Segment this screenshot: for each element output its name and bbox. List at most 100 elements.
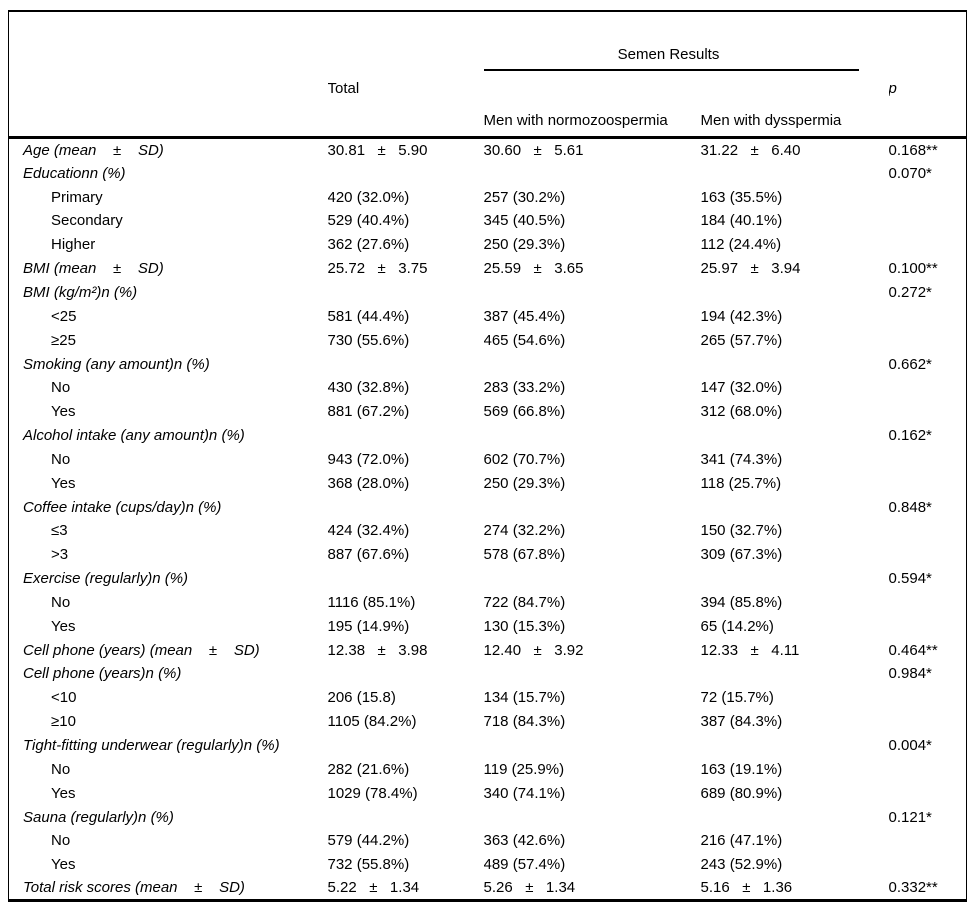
table-row: Coffee intake (cups/day)n (%) 0.848* xyxy=(9,495,967,519)
header-empty-cell xyxy=(888,105,967,139)
header-row-sub: Men with normozoospermia Men with dysspe… xyxy=(8,105,967,139)
dysspermia-cell xyxy=(701,495,889,519)
dysspermia-cell: 689 (80.9%) xyxy=(700,784,783,802)
table-row: Higher 362 (27.6%) 250 (29.3%) 112 (24.4… xyxy=(9,233,967,257)
col-header-p: p xyxy=(888,80,897,97)
total-cell: 943 (72.0%) xyxy=(327,450,410,468)
table-row: Yes 195 (14.9%) 130 (15.3%) 65 (14.2%) xyxy=(9,614,967,638)
p-value-cell xyxy=(889,591,967,615)
normozoospermia-cell xyxy=(484,734,701,758)
row-label-cell: ≥25 xyxy=(51,331,76,349)
total-cell: 1029 (78.4%) xyxy=(327,784,418,802)
col-header-semen-results: Semen Results xyxy=(483,11,889,105)
normozoospermia-cell: 283 (33.2%) xyxy=(483,379,566,397)
row-label-cell: Primary xyxy=(51,188,103,206)
dysspermia-cell xyxy=(701,161,889,185)
total-cell: 887 (67.6%) xyxy=(327,546,410,564)
total-cell xyxy=(328,662,484,686)
row-label-cell: <25 xyxy=(51,307,77,325)
dysspermia-cell xyxy=(701,352,889,376)
dysspermia-cell: 112 (24.4%) xyxy=(700,236,782,254)
total-cell: 581 (44.4%) xyxy=(327,307,410,325)
dysspermia-cell: 150 (32.7%) xyxy=(700,522,783,540)
row-label-cell: Yes xyxy=(51,403,76,421)
total-cell: 195 (14.9%) xyxy=(327,617,410,635)
table-row: ≥10 1105 (84.2%) 718 (84.3%) 387 (84.3%) xyxy=(9,710,967,734)
row-label-cell: >3 xyxy=(51,546,69,564)
col-header-normozoospermia: Men with normozoospermia xyxy=(483,105,701,139)
table-row: Tight-fitting underwear (regularly)n (%)… xyxy=(9,734,967,758)
dysspermia-cell: 243 (52.9%) xyxy=(700,856,783,874)
table-row: ≥25 730 (55.6%) 465 (54.6%) 265 (57.7%) xyxy=(9,328,967,352)
header-empty-cell xyxy=(9,11,328,105)
dysspermia-cell: 387 (84.3%) xyxy=(700,713,783,731)
total-cell: 732 (55.8%) xyxy=(327,856,410,874)
normozoospermia-cell: 134 (15.7%) xyxy=(483,689,566,707)
row-label-cell: No xyxy=(51,593,71,611)
total-cell: 30.81 ± 5.90 xyxy=(327,141,428,159)
normozoospermia-cell: 345 (40.5%) xyxy=(483,212,566,230)
total-cell: 579 (44.2%) xyxy=(327,832,410,850)
row-label-cell: ≤3 xyxy=(51,522,68,540)
total-cell: 430 (32.8%) xyxy=(327,379,410,397)
total-cell xyxy=(328,495,484,519)
table-row: No 282 (21.6%) 119 (25.9%) 163 (19.1%) xyxy=(9,757,967,781)
row-label-cell: Tight-fitting underwear (regularly)n (%) xyxy=(23,737,280,755)
row-label-cell: Exercise (regularly)n (%) xyxy=(23,570,189,588)
dysspermia-cell: 65 (14.2%) xyxy=(700,617,774,635)
table-row: Exercise (regularly)n (%) 0.594* xyxy=(9,567,967,591)
dysspermia-cell: 394 (85.8%) xyxy=(700,593,783,611)
total-cell: 424 (32.4%) xyxy=(327,522,410,540)
total-cell xyxy=(328,424,484,448)
table-row: Age (mean ± SD) 30.81 ± 5.90 30.60 ± 5.6… xyxy=(9,138,967,162)
table-row: Cell phone (years) (mean ± SD) 12.38 ± 3… xyxy=(9,638,967,662)
normozoospermia-cell: 130 (15.3%) xyxy=(483,617,566,635)
table-row: Yes 1029 (78.4%) 340 (74.1%) 689 (80.9%) xyxy=(9,781,967,805)
row-label-cell: Coffee intake (cups/day)n (%) xyxy=(23,498,222,516)
dysspermia-cell: 118 (25.7%) xyxy=(700,474,782,492)
normozoospermia-cell xyxy=(484,805,701,829)
row-label-cell: Total risk scores (mean ± SD) xyxy=(23,879,245,897)
normozoospermia-cell: 387 (45.4%) xyxy=(483,307,566,325)
table-row: Secondary 529 (40.4%) 345 (40.5%) 184 (4… xyxy=(9,209,967,233)
table-row: Alcohol intake (any amount)n (%) 0.162* xyxy=(9,424,967,448)
table-row: BMI (kg/m²)n (%) 0.272* xyxy=(9,281,967,305)
row-label-cell: Educationn (%) xyxy=(23,164,126,182)
table-row: <25 581 (44.4%) 387 (45.4%) 194 (42.3%) xyxy=(9,304,967,328)
p-value-cell: 0.464** xyxy=(888,641,938,659)
col-header-dysspermia: Men with dysspermia xyxy=(700,105,889,139)
normozoospermia-cell: 489 (57.4%) xyxy=(483,856,566,874)
normozoospermia-cell: 722 (84.7%) xyxy=(483,593,566,611)
normozoospermia-cell xyxy=(484,495,701,519)
dysspermia-cell xyxy=(701,281,889,305)
p-value-cell: 0.984* xyxy=(888,665,932,683)
row-label-cell: Cell phone (years) (mean ± SD) xyxy=(23,641,260,659)
total-cell: 206 (15.8) xyxy=(327,689,396,707)
dysspermia-cell xyxy=(701,567,889,591)
total-cell xyxy=(328,734,484,758)
normozoospermia-cell: 718 (84.3%) xyxy=(483,713,566,731)
p-value-cell: 0.070* xyxy=(888,164,932,182)
row-label-cell: No xyxy=(51,379,71,397)
dysspermia-cell: 309 (67.3%) xyxy=(700,546,783,564)
row-label-cell: Alcohol intake (any amount)n (%) xyxy=(23,427,245,445)
col-header-total: Total xyxy=(327,80,360,97)
dysspermia-cell: 312 (68.0%) xyxy=(700,403,783,421)
table-row: No 579 (44.2%) 363 (42.6%) 216 (47.1%) xyxy=(9,829,967,853)
p-value-cell xyxy=(889,447,967,471)
p-value-cell xyxy=(889,686,967,710)
total-cell: 420 (32.0%) xyxy=(327,188,410,206)
row-label-cell: Yes xyxy=(51,856,76,874)
p-value-cell xyxy=(889,304,967,328)
p-value-cell xyxy=(889,710,967,734)
table-row: <10 206 (15.8) 134 (15.7%) 72 (15.7%) xyxy=(9,686,967,710)
total-cell: 1105 (84.2%) xyxy=(327,713,417,731)
row-label-cell: No xyxy=(51,760,71,778)
dysspermia-cell: 5.16 ± 1.36 xyxy=(700,879,793,897)
table-row: Yes 732 (55.8%) 489 (57.4%) 243 (52.9%) xyxy=(9,853,967,877)
p-value-cell: 0.594* xyxy=(888,570,932,588)
table-row: ≤3 424 (32.4%) 274 (32.2%) 150 (32.7%) xyxy=(9,519,967,543)
dysspermia-cell: 163 (35.5%) xyxy=(700,188,783,206)
total-cell: 730 (55.6%) xyxy=(327,331,410,349)
table-row: Yes 881 (67.2%) 569 (66.8%) 312 (68.0%) xyxy=(9,400,967,424)
